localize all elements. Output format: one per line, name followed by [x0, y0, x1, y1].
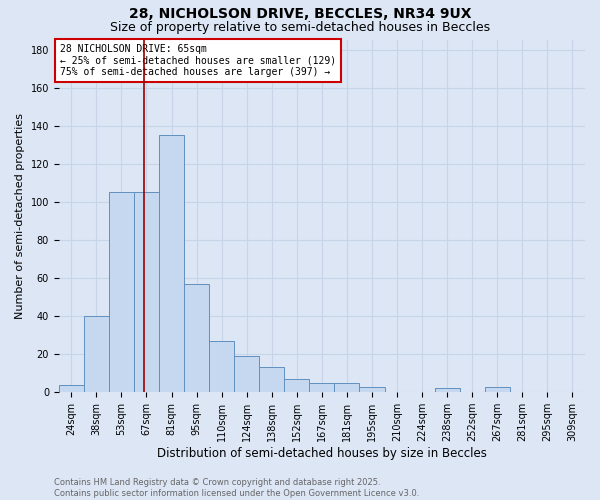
- Bar: [284, 379, 310, 392]
- Bar: [259, 368, 284, 392]
- Bar: [84, 316, 109, 392]
- Bar: [434, 388, 460, 392]
- X-axis label: Distribution of semi-detached houses by size in Beccles: Distribution of semi-detached houses by …: [157, 447, 487, 460]
- Bar: [310, 382, 334, 392]
- Bar: [334, 382, 359, 392]
- Bar: [485, 386, 510, 392]
- Bar: [159, 135, 184, 392]
- Text: 28, NICHOLSON DRIVE, BECCLES, NR34 9UX: 28, NICHOLSON DRIVE, BECCLES, NR34 9UX: [129, 8, 471, 22]
- Text: Contains HM Land Registry data © Crown copyright and database right 2025.
Contai: Contains HM Land Registry data © Crown c…: [54, 478, 419, 498]
- Bar: [359, 386, 385, 392]
- Bar: [59, 384, 84, 392]
- Y-axis label: Number of semi-detached properties: Number of semi-detached properties: [15, 113, 25, 319]
- Bar: [134, 192, 159, 392]
- Text: 28 NICHOLSON DRIVE: 65sqm
← 25% of semi-detached houses are smaller (129)
75% of: 28 NICHOLSON DRIVE: 65sqm ← 25% of semi-…: [60, 44, 336, 77]
- Text: Size of property relative to semi-detached houses in Beccles: Size of property relative to semi-detach…: [110, 21, 490, 34]
- Bar: [109, 192, 134, 392]
- Bar: [209, 341, 234, 392]
- Bar: [184, 284, 209, 392]
- Bar: [234, 356, 259, 392]
